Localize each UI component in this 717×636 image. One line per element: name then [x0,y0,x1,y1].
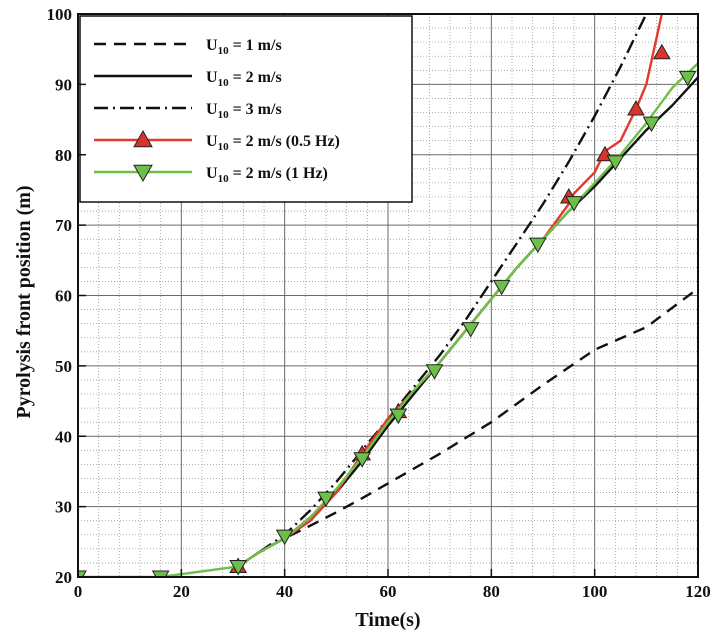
series-5 [78,62,698,577]
series-marker [492,279,511,296]
series-marker [652,43,671,60]
series-marker [565,196,583,212]
y-tick-label: 30 [55,498,72,517]
series-marker [642,116,661,133]
series-line [237,14,648,568]
x-axis-title: Time(s) [355,609,420,631]
series-marker [353,452,372,468]
x-tick-label: 0 [74,582,83,601]
y-tick-label: 70 [55,216,72,235]
series-marker [528,237,547,254]
x-tick-label: 20 [173,582,190,601]
x-tick-label: 100 [582,582,608,601]
series-marker [461,322,480,338]
series-marker [389,408,408,425]
x-tick-label: 40 [276,582,293,601]
legend-label-4: U10 = 2 m/s (0.5 Hz) [206,133,340,153]
series-marker [627,99,645,116]
y-tick-label: 90 [55,75,72,94]
series-marker [425,364,444,380]
series-marker [678,70,697,87]
series-marker [78,570,87,577]
series-1 [237,287,698,568]
x-tick-label: 80 [483,582,500,601]
y-tick-label: 60 [55,287,72,306]
x-tick-label: 120 [685,582,711,601]
legend-label-5: U10 = 2 m/s (1 Hz) [206,165,328,185]
y-tick-label: 40 [55,427,72,446]
series-marker [151,570,170,577]
series-marker [317,491,335,508]
series-marker [606,155,625,171]
legend-label-1: U10 = 1 m/s [206,37,282,57]
series-3 [237,14,648,568]
y-tick-label: 50 [55,357,72,376]
y-tick-label: 80 [55,146,72,165]
legend-label-2: U10 = 2 m/s [206,69,282,89]
legend-marker-4 [133,129,153,148]
series-layer [78,14,698,577]
series-line [237,287,698,568]
legend-label-3: U10 = 3 m/s [206,101,282,121]
legend: U10 = 1 m/s U10 = 2 m/s U10 = 3 m/s U10 = 2… [79,15,413,203]
series-marker [229,559,248,576]
x-tick-label: 60 [380,582,397,601]
y-tick-label: 20 [55,568,72,587]
legend-marker-5 [133,164,153,183]
y-axis-title: Pyrolysis front position (m) [13,185,35,418]
y-tick-label: 100 [47,5,73,24]
series-marker [275,529,294,546]
